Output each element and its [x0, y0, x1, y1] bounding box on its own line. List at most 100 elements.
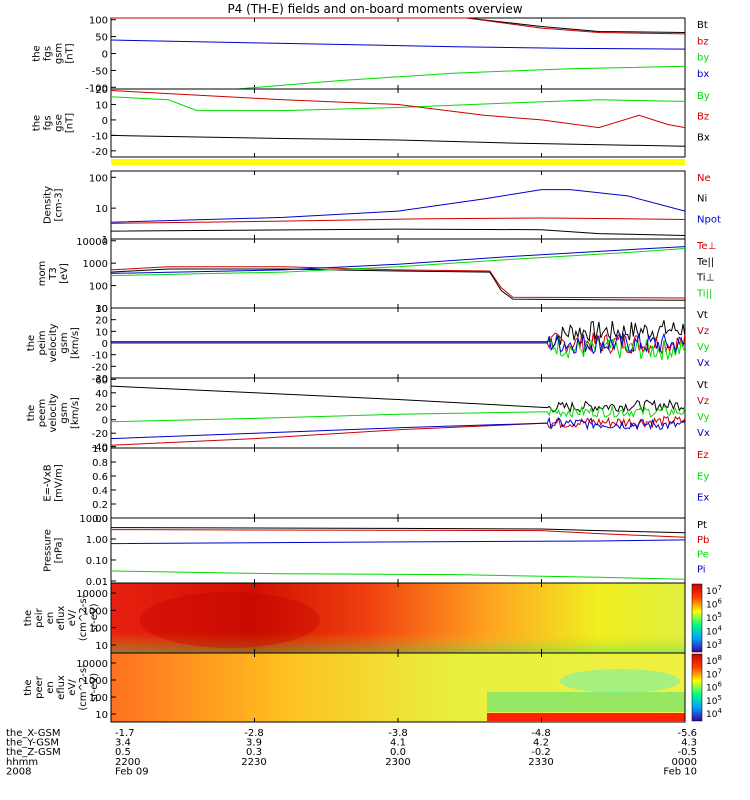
panel-frame: [110, 377, 686, 449]
y-tick-label: 1.0: [92, 444, 108, 455]
y-tick-label: -50: [92, 66, 108, 77]
y-axis-label-line: gsm: [54, 43, 65, 64]
series-line-Ni: [110, 228, 686, 236]
y-axis-label: the peer en eflux eV/(cm^2-s-sr-eV): [23, 664, 100, 711]
y-tick-label: 10: [95, 710, 108, 721]
series-line-Ti||: [110, 248, 686, 277]
y-tick-label: 0.2: [92, 500, 108, 511]
series-line-Vz: [111, 332, 686, 356]
y-axis-label-line: velocity: [48, 393, 59, 432]
ephemeris-value: -0.5: [677, 747, 697, 758]
y-axis-label: the fgs gsm [nT]: [32, 43, 76, 64]
series-line-Vt: [111, 320, 686, 349]
y-axis-label-line: T3: [48, 267, 59, 280]
legend-label: Vy: [697, 412, 710, 423]
y-tick-label: 10.00: [79, 514, 108, 525]
colorbar: [691, 653, 703, 722]
y-tick-label: 10: [95, 304, 108, 315]
ephemeris-value: 2330: [528, 757, 553, 768]
panel-7: 1.0 0.8 0.6 0.4 0.2 0.0 E=-VxB [mV/m] Ez Ey Ex: [43, 444, 710, 525]
y-axis-label-line: (cm^2-s-: [78, 664, 89, 711]
y-axis-label-line: peem: [37, 399, 48, 427]
y-axis-label-line: E=-VxB: [43, 464, 54, 501]
legend-label: by: [697, 53, 709, 64]
y-tick-label: 0: [102, 116, 108, 127]
y-axis-label-line: gsm: [59, 402, 70, 423]
panel-1: 100 50 0 -50 -100 the fgs gsm [nT] Bt bz by bx: [32, 16, 710, 95]
series-line-Bx: [110, 134, 686, 147]
legend-label: Vz: [697, 396, 709, 407]
y-tick-label: -40: [92, 443, 108, 454]
legend-label: Te⊥: [696, 241, 716, 252]
y-axis-label-line: [nT]: [65, 113, 76, 133]
heatmap-band-green: [487, 692, 685, 712]
legend-label: Ez: [697, 450, 709, 461]
separator-bar: [111, 159, 685, 165]
y-axis-label-line: [nT]: [65, 43, 76, 63]
ephemeris-row-label: hhmm: [6, 757, 38, 768]
ephemeris-value: -5.6: [677, 728, 697, 739]
ephemeris-value: 2200: [115, 757, 140, 768]
legend-label: Npot: [697, 214, 721, 225]
y-axis-label-line: Density: [43, 186, 54, 224]
series-line-By: [110, 96, 686, 112]
colorbar-tick-label: 107: [706, 667, 722, 680]
y-axis-label: the peir en eflux eV/(cm^2-s-sr-eV): [23, 594, 100, 641]
series-line-Vx: [110, 416, 686, 440]
y-tick-label: 50: [95, 33, 108, 44]
colorbar-tick-label: 105: [706, 694, 722, 707]
y-axis-label-line: Pressure: [43, 529, 54, 572]
ephemeris-value: 0.3: [246, 747, 262, 758]
y-axis-label-line: [nPa]: [54, 537, 65, 563]
y-axis-label-line: [mV/m]: [54, 464, 65, 502]
y-tick-label: 0.01: [86, 577, 108, 588]
colorbar-tick-label: 107: [706, 584, 722, 597]
y-axis-label-line: (cm^2-s-: [78, 594, 89, 641]
series-line-Pt: [110, 527, 686, 534]
colorbar-tick-label: 106: [706, 681, 722, 694]
legend-label: Pb: [697, 535, 709, 546]
legend-label: Ti||: [696, 288, 712, 299]
ephemeris-row-label: 2008: [6, 766, 31, 777]
legend-label: Ti⊥: [696, 273, 714, 284]
y-tick-label: -10: [92, 351, 108, 362]
y-tick-label: 1000: [83, 676, 108, 687]
y-tick-label: -20: [92, 362, 108, 373]
y-tick-label: -20: [92, 429, 108, 440]
y-axis-label-line: eflux: [56, 675, 67, 700]
series-line-Ti⊥: [110, 246, 686, 274]
legend-label: Bx: [697, 132, 710, 143]
legend-label: bx: [697, 69, 709, 80]
legend-label: Pt: [697, 520, 707, 531]
ephemeris-value: 0000: [672, 757, 697, 768]
ephemeris-value: 0.0: [390, 747, 406, 758]
y-tick-label: 0.4: [92, 486, 108, 497]
ephemeris-value: -3.8: [388, 728, 408, 739]
legend-label: Bt: [697, 20, 708, 31]
y-tick-label: 0: [102, 50, 108, 61]
y-tick-label: 1.00: [86, 535, 108, 546]
y-tick-label: 0.10: [86, 556, 108, 567]
y-tick-label: 100: [89, 624, 108, 635]
y-axis-label: mom T3 [eV]: [37, 261, 70, 287]
y-axis-label-line: the: [23, 610, 34, 626]
series-line-Te||: [110, 268, 686, 301]
colorbar-tick-label: 106: [706, 598, 722, 611]
y-tick-label: 0: [102, 339, 108, 350]
legend-label: Vz: [697, 326, 709, 337]
y-tick-label: 1: [102, 235, 108, 246]
colorbar: [691, 583, 703, 653]
colorbar-tick-label: 104: [706, 707, 722, 720]
y-axis-label-line: gse: [54, 114, 65, 132]
y-tick-label: 10: [95, 641, 108, 652]
y-tick-label: 0.0: [92, 514, 108, 525]
series-line-by: [237, 65, 686, 90]
panel-8: 10.00 1.00 0.10 0.01 Pressure [nPa] Pt Pb Pe Pi: [43, 514, 710, 588]
legend-label: Vt: [697, 310, 708, 321]
legend-label: Ne: [697, 173, 711, 184]
heatmap-blob: [560, 669, 680, 693]
y-axis-label-line: en: [45, 612, 56, 625]
ephemeris-value: 4.1: [390, 738, 406, 749]
